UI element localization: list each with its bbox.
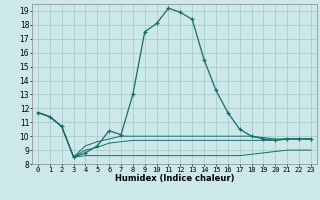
X-axis label: Humidex (Indice chaleur): Humidex (Indice chaleur) bbox=[115, 174, 234, 183]
